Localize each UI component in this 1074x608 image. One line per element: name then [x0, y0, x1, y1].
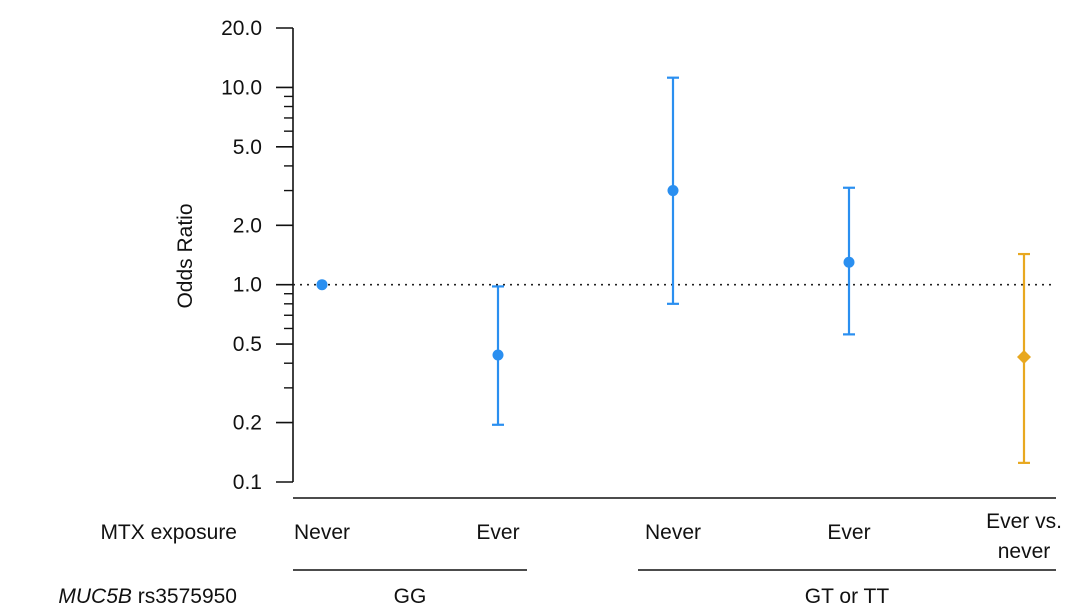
y-tick-label: 2.0: [233, 214, 262, 237]
y-tick-label: 20.0: [221, 17, 262, 40]
group-label: GT or TT: [805, 585, 890, 608]
category-label: Ever: [476, 521, 519, 544]
data-marks: [316, 76, 1031, 464]
category-label: Ever: [827, 521, 870, 544]
category-label: Never: [294, 521, 350, 544]
category-label: never: [998, 540, 1051, 563]
point-marker: [492, 349, 504, 361]
point-marker: [316, 279, 328, 291]
genotype-groups: GG GT or TT: [293, 569, 1056, 608]
category-label: Ever vs.: [986, 510, 1062, 533]
point-marker: [843, 256, 855, 268]
y-tick-label: 1.0: [233, 274, 262, 297]
point-marker: [1017, 350, 1031, 365]
point-marker: [667, 185, 679, 197]
y-tick-label: 0.2: [233, 412, 262, 435]
y-axis: 20.0 10.0 5.0 2.0 1.0 0.5 0.2 0.1: [221, 17, 294, 494]
exposure-row-label: MTX exposure: [100, 521, 237, 544]
y-tick-label: 10.0: [221, 76, 262, 99]
y-tick-label: 0.1: [233, 471, 262, 494]
y-axis-label: Odds Ratio: [174, 203, 197, 308]
category-label: Never: [645, 521, 701, 544]
category-labels: Never Ever Never Ever Ever vs. never: [294, 510, 1062, 563]
y-tick-label: 0.5: [233, 333, 262, 356]
genotype-row-label: MUC5B rs3575950: [58, 585, 237, 608]
y-tick-label: 5.0: [233, 136, 262, 159]
group-label: GG: [394, 585, 427, 608]
